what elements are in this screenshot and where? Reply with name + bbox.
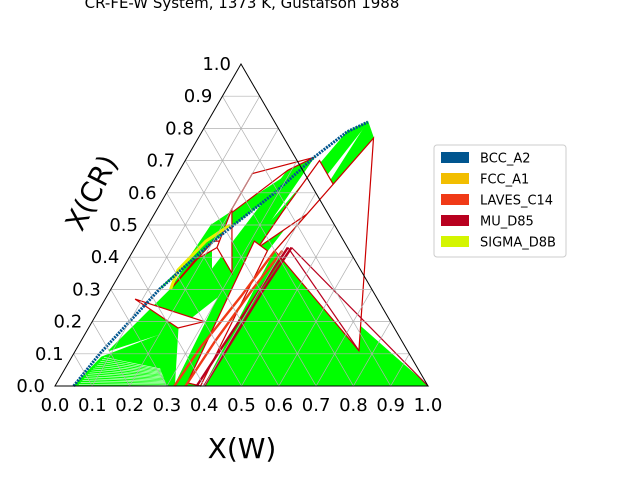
grid-line-fe [129, 257, 205, 387]
legend-label: BCC_A2 [480, 152, 531, 167]
x-tick-label: 1.0 [414, 395, 443, 416]
grid-line-fe [166, 192, 280, 387]
grid-line-fe [91, 321, 130, 387]
tie-line [96, 364, 163, 374]
x-tick-label: 0.0 [41, 395, 70, 416]
grid-line-fe [222, 96, 392, 387]
y-tick-label: 0.1 [35, 344, 64, 365]
grid-line-fe [184, 160, 317, 387]
triangle-frame [54, 63, 429, 387]
x-tick-label: 0.2 [115, 395, 144, 416]
bcc-boundary-line [72, 120, 369, 387]
grid-line-w [91, 96, 261, 387]
x-tick-label: 0.1 [78, 395, 107, 416]
phase-boundary-line [184, 250, 284, 387]
tie-line [87, 374, 165, 380]
tie-line [100, 360, 162, 372]
y-tick-label: 0.2 [54, 312, 83, 333]
y-tick-label: 0.6 [128, 183, 157, 204]
tie-line [93, 368, 163, 377]
y-tick-label: 1.0 [202, 54, 231, 75]
x-tick-labels: 0.0 0.1 0.2 0.3 0.4 0.5 0.6 0.7 0.8 0.9 1.0 [41, 395, 443, 416]
tie-line [89, 372, 164, 379]
legend-swatch [441, 173, 469, 184]
chart-title: CR-FE-W System, 1373 K, Gustafson 1988 [85, 0, 400, 12]
grid-line-fe [147, 224, 242, 387]
grid-line-fe [110, 289, 168, 387]
tie-line [84, 378, 166, 382]
y-tick-label: 0.7 [147, 151, 176, 172]
grid-line-w [390, 353, 410, 387]
phase-boundary-line [203, 246, 293, 387]
y-tick-label: 0.9 [184, 86, 213, 107]
tie-line [82, 380, 166, 384]
legend-label: SIGMA_D8B [480, 236, 556, 251]
phase-boundary-line [287, 247, 360, 351]
tie-line [80, 382, 167, 385]
legend-label: LAVES_C14 [480, 194, 553, 209]
tie-line [103, 357, 161, 370]
grid-line-w [241, 224, 335, 387]
x-tick-label: 0.3 [153, 395, 182, 416]
phase-pocket-triangle-left [134, 298, 207, 329]
grid-line-fe [73, 353, 93, 387]
plot-frame [54, 63, 429, 387]
phase-boundary-line [291, 247, 429, 387]
y-tick-label: 0.3 [72, 279, 101, 300]
tie-line [102, 358, 161, 371]
legend-swatch [441, 215, 469, 226]
y-tick-label: 0.5 [109, 215, 138, 236]
x-tick-label: 0.7 [302, 395, 331, 416]
legend-label: MU_D85 [480, 215, 534, 230]
x-tick-label: 0.6 [264, 395, 293, 416]
x-tick-label: 0.4 [190, 395, 219, 416]
legend-label: FCC_A1 [480, 173, 529, 188]
y-tick-labels: 0.0 0.1 0.2 0.3 0.4 0.5 0.6 0.7 0.8 0.9 1.0 [16, 54, 231, 397]
legend-swatch [441, 236, 469, 247]
phase-pocket-right-triangle [274, 136, 375, 353]
tie-line [91, 370, 164, 378]
y-tick-label: 0.0 [16, 376, 45, 397]
y-tick-label: 0.8 [165, 118, 194, 139]
legend: BCC_A2 FCC_A1 LAVES_C14 MU_D85 SIGMA_D8B [433, 144, 567, 258]
y-tick-label: 0.4 [91, 247, 120, 268]
grid-line-w [315, 289, 373, 387]
legend-swatch [441, 194, 469, 205]
x-axis-title: X(W) [208, 432, 277, 465]
x-tick-label: 0.9 [376, 395, 405, 416]
phase-boundary-line [195, 246, 289, 387]
x-tick-label: 0.5 [227, 395, 256, 416]
legend-swatch [441, 152, 469, 163]
grid-line-w [166, 160, 298, 387]
tie-line [98, 362, 162, 373]
tie-line [94, 366, 163, 375]
grid-lines [73, 95, 410, 387]
grid-line-fe [203, 128, 354, 387]
x-tick-label: 0.8 [339, 395, 368, 416]
